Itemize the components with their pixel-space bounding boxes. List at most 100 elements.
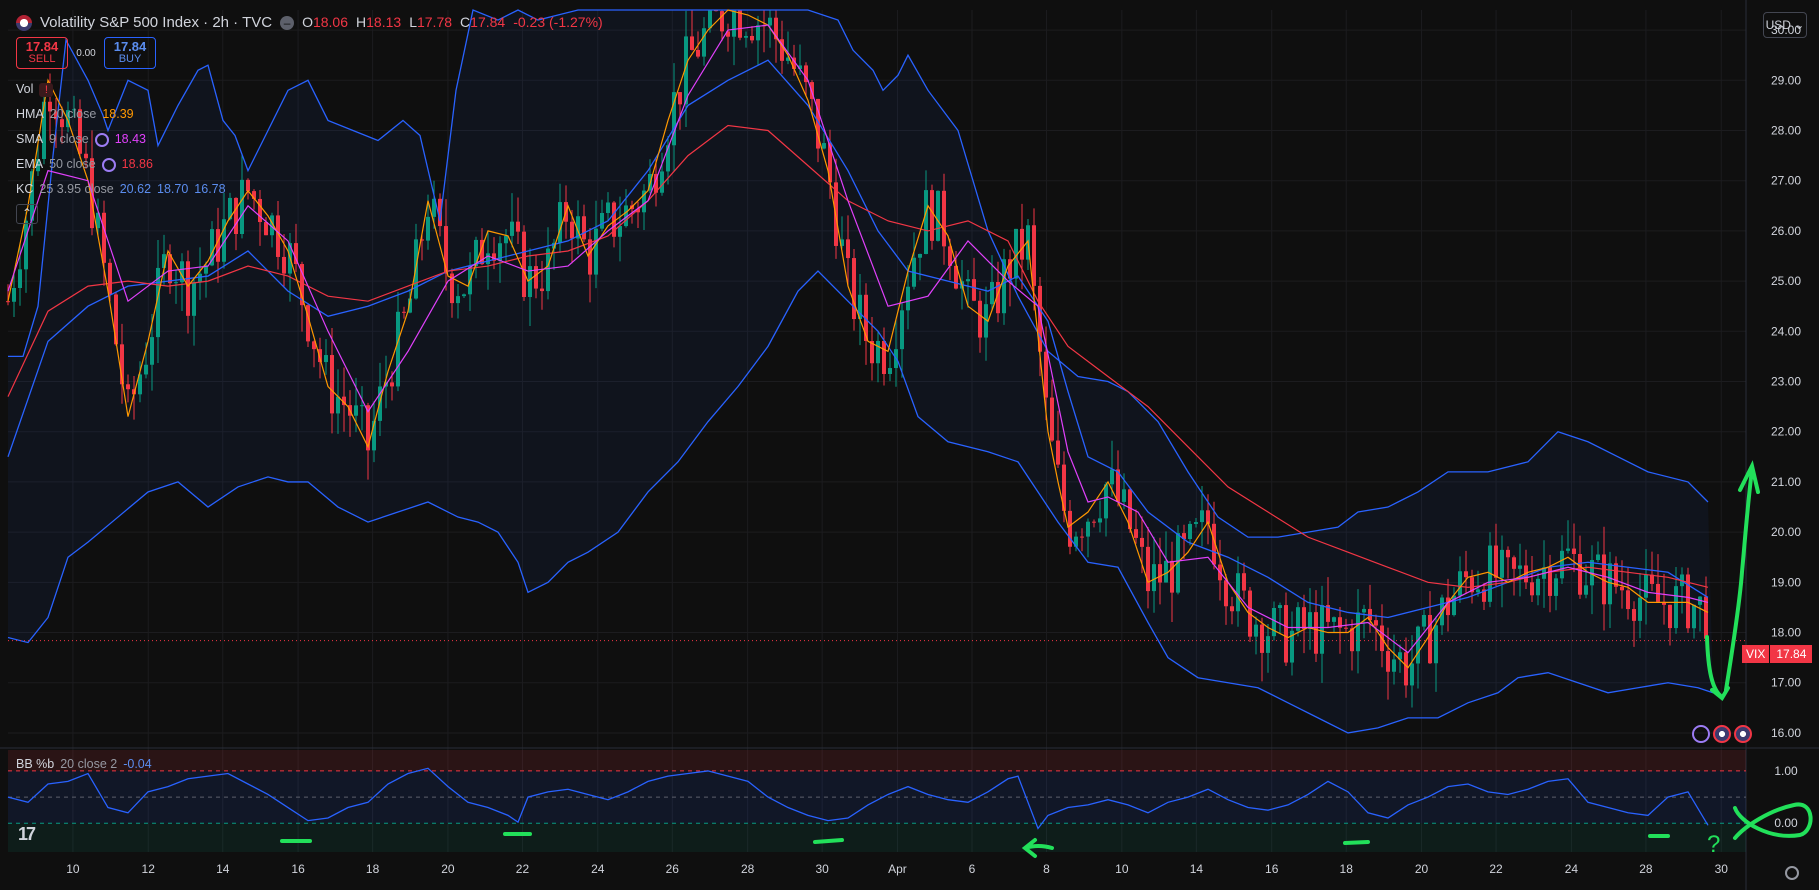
candle-body	[354, 405, 358, 416]
time-tick-label: 28	[741, 862, 755, 876]
candle-body	[1014, 228, 1018, 279]
time-tick-label: 20	[441, 862, 455, 876]
candle-body	[678, 92, 682, 105]
candle-body	[78, 109, 82, 154]
price-tick-label: 24.00	[1771, 324, 1801, 338]
candle-body	[1494, 545, 1498, 578]
currency-selector[interactable]: USD ⌄	[1763, 12, 1807, 38]
tradingview-logo[interactable]: 17	[18, 824, 36, 844]
candle-body	[654, 174, 658, 193]
kc-band-fill	[8, 10, 1713, 733]
candle-body	[1566, 548, 1570, 551]
candle-body	[1338, 617, 1342, 628]
candle-body	[1062, 464, 1066, 511]
candle-body	[1224, 580, 1228, 607]
candle-body	[750, 35, 754, 41]
warning-icon[interactable]: !	[39, 82, 54, 97]
candle-body	[180, 261, 184, 283]
candle-body	[30, 171, 34, 221]
candle-body	[324, 355, 328, 363]
bb-overbought-zone	[8, 750, 1746, 771]
candle-body	[534, 266, 538, 289]
symbol-title[interactable]: Volatility S&P 500 Index · 2h · TVC	[40, 14, 273, 31]
price-tick-label: 29.00	[1771, 73, 1801, 87]
indicator-sma[interactable]: SMA 9 close 18.43	[16, 132, 146, 147]
candle-body	[1350, 628, 1354, 652]
event-icons[interactable]	[1692, 725, 1752, 743]
candle-body	[1158, 564, 1162, 583]
candle-body	[1206, 510, 1210, 524]
candle-body	[114, 294, 118, 345]
series-line-sma-9	[7, 24, 1709, 654]
candle-body	[1416, 626, 1420, 664]
price-tick-label: 17.00	[1771, 676, 1801, 690]
candle-body	[1104, 484, 1108, 519]
sync-icon[interactable]	[94, 132, 109, 147]
indicator-kc[interactable]: KC 25 3.95 close 20.62 18.70 16.78	[16, 182, 226, 196]
candle-body	[300, 264, 304, 306]
collapse-legend-chevron-up-icon[interactable]: ⌃	[16, 204, 38, 224]
time-tick-label: 30	[1715, 862, 1729, 876]
candle-body	[1584, 585, 1588, 595]
sync-icon[interactable]	[101, 157, 116, 172]
series-line-hma-20	[7, 9, 1709, 669]
candle-body	[126, 384, 130, 390]
candle-body	[1290, 630, 1294, 663]
time-tick-label: 14	[1190, 862, 1204, 876]
candle-body	[1134, 529, 1138, 538]
candle-body	[1674, 586, 1678, 629]
bb-value: -0.04	[123, 757, 152, 771]
candle-body	[1662, 601, 1666, 605]
price-tick-label: 16.00	[1771, 726, 1801, 740]
candle-body	[1608, 563, 1612, 605]
candle-body	[570, 221, 574, 239]
candle-body	[168, 254, 172, 284]
candle-body	[66, 110, 70, 128]
candle-body	[186, 261, 190, 316]
settings-gear-icon[interactable]	[1785, 866, 1799, 880]
candle-body	[1020, 228, 1024, 260]
time-tick-label: 14	[216, 862, 230, 876]
time-tick-label: 16	[1265, 862, 1279, 876]
candle-body	[1278, 605, 1282, 608]
buy-button[interactable]: 17.84 BUY	[104, 37, 156, 69]
candle-body	[216, 229, 220, 262]
candle-body	[438, 198, 442, 227]
candle-body	[18, 269, 22, 288]
price-tick-label: 19.00	[1771, 575, 1801, 589]
candle-body	[684, 36, 688, 105]
candle-body	[576, 216, 580, 239]
candle-body	[1446, 597, 1450, 616]
candle-body	[402, 311, 406, 313]
candle-body	[1512, 557, 1516, 569]
candle-body	[1146, 546, 1150, 592]
candle-body	[720, 11, 724, 32]
candle-body	[726, 31, 730, 37]
candle-body	[1572, 548, 1576, 555]
candle-body	[462, 294, 466, 297]
series-line-kc-middle	[7, 59, 1709, 619]
time-tick-label: 12	[142, 862, 156, 876]
candle-body	[1440, 597, 1444, 626]
time-tick-label: 22	[1489, 862, 1503, 876]
hide-icon[interactable]: –	[280, 15, 295, 30]
indicator-vol[interactable]: Vol !	[16, 81, 603, 98]
time-axis: 10 12 14 16 18 20 22 24 26 28 30 Apr 6 8 10 14 16 18 20 22 2…	[66, 862, 1728, 876]
candle-body	[210, 229, 214, 266]
candle-body	[1578, 554, 1582, 595]
drawing-dash-4	[1343, 840, 1370, 845]
price-change: -0.23 (-1.27%)	[513, 14, 603, 30]
bb-legend[interactable]: BB %b 20 close 2 -0.04	[16, 757, 152, 771]
candle-body	[492, 253, 496, 261]
candle-body	[294, 243, 298, 265]
candle-body	[432, 198, 436, 217]
sell-button[interactable]: 17.84 SELL	[16, 37, 68, 69]
candle-body	[1398, 652, 1402, 660]
indicator-ema[interactable]: EMA 50 close 18.86	[16, 157, 153, 172]
candle-body	[1422, 614, 1426, 627]
candle-body	[1614, 563, 1618, 587]
indicator-hma[interactable]: HMA 20 close 18.39	[16, 107, 134, 121]
candle-body	[60, 119, 64, 128]
candle-body	[846, 239, 850, 259]
